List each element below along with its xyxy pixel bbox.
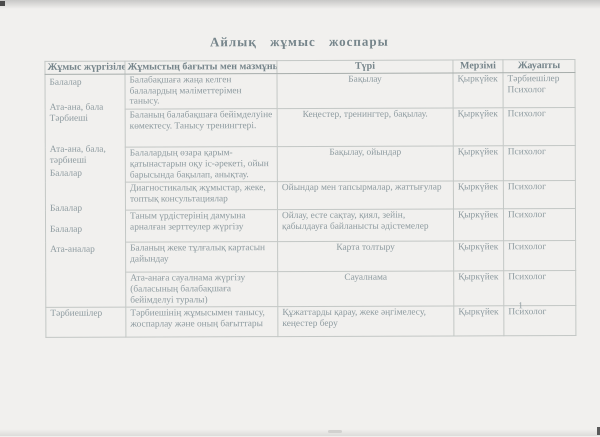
cell-type: Бақылау (276, 72, 454, 109)
who-label: Ата-ана, бала Тәрбиеші (49, 102, 104, 124)
cell-type: Құжаттарды қарау, жеке әңгімелесу, кеңес… (277, 306, 454, 338)
who-column-merged-cell: Балалар Ата-ана, бала Тәрбиеші Ата-ана, … (44, 74, 126, 308)
cell-content: Ата-анаға сауалнама жүргізу (баласының б… (125, 271, 278, 308)
cell-responsible: Психолог (503, 208, 576, 242)
cell-term: Қыркүйек (453, 145, 504, 182)
who-label: Ата-аналар (50, 244, 95, 255)
cell-term: Қыркүйек (452, 72, 504, 109)
cell-content: Баланың жеке тұлғалық картасын дайындау (125, 241, 278, 273)
page-number: 1 (518, 300, 523, 311)
who-label: Балалар (49, 77, 82, 88)
cell-term: Қыркүйек (453, 209, 504, 242)
column-header-term: Мерзімі (452, 59, 503, 73)
cell-term: Қыркүйек (453, 107, 504, 147)
column-header-type: Түрі (276, 59, 453, 74)
cell-term: Қыркүйек (453, 181, 504, 210)
column-header-who: Жұмыс жүргізіледі (44, 61, 125, 75)
cell-type: Кеңестер, тренингтер, бақылау. (277, 108, 454, 147)
scan-edge-shadow (0, 0, 600, 9)
cell-responsible: Тәрбиешілер Психолог (502, 72, 576, 108)
who-label: Балалар (50, 224, 83, 235)
cell-responsible: Психолог (503, 107, 576, 146)
cell-type: Ойындар мен тапсырмалар, жаттығулар (277, 181, 454, 210)
table-row: Тәрбиешілер Тәрбиешінің жұмысымен танысу… (45, 306, 576, 338)
cell-type: Ойлау, есте сақтау, қиял, зейін, қабылда… (277, 209, 454, 242)
column-header-responsible: Жауапты (502, 59, 575, 73)
who-label-last: Тәрбиешілер (45, 307, 126, 338)
cell-term: Қыркүйек (453, 306, 504, 337)
column-header-content: Жұмыстың бағыты мен мазмұны (124, 60, 277, 75)
who-label: Балалар (49, 203, 83, 214)
cell-term: Қыркүйек (453, 271, 504, 307)
cell-term: Қыркүйек (453, 241, 504, 272)
cell-content: Балабақшаға жаңа келген балалардың мәлім… (124, 73, 278, 110)
cell-type: Сауалнама (277, 271, 454, 308)
cell-content: Балалардың өзара қарым- қатынастарын оқу… (125, 146, 278, 183)
page-title: Айлық жұмыс жоспары (209, 33, 389, 50)
cell-content: Тәрбиешінің жұмысымен танысу, жоспарлау … (125, 307, 278, 338)
cell-responsible: Психолог (503, 145, 576, 182)
cell-responsible: Психолог (503, 270, 576, 307)
table-row: Балалар Ата-ана, бала Тәрбиеші Ата-ана, … (44, 72, 576, 308)
cell-type: Карта толтыру (277, 241, 454, 272)
cell-content: Таным үрдістерінің дамуына арналған зерт… (125, 209, 278, 243)
cell-content: Диагностикалық жұмыстар, жеке, топтық ко… (125, 181, 278, 211)
who-label: Ата-ана, бала, тәрбиеші (49, 144, 106, 166)
scan-smudge (328, 430, 342, 433)
cell-content: Баланың балабақшаға бейімделуіне көмекте… (125, 108, 278, 148)
scan-corner-mark-bottom (597, 427, 600, 435)
who-label: Балалар (49, 168, 82, 179)
scan-corner-mark (0, 1, 5, 6)
cell-type: Бақылау, ойындар (277, 146, 454, 182)
cell-responsible: Психолог (503, 240, 576, 272)
scan-edge-shadow-bottom (0, 429, 600, 436)
cell-responsible: Психолог (503, 180, 576, 210)
cell-responsible: Психолог (503, 306, 576, 337)
monthly-plan-table: Жұмыс жүргізіледі Жұмыстың бағыты мен ма… (44, 59, 576, 338)
